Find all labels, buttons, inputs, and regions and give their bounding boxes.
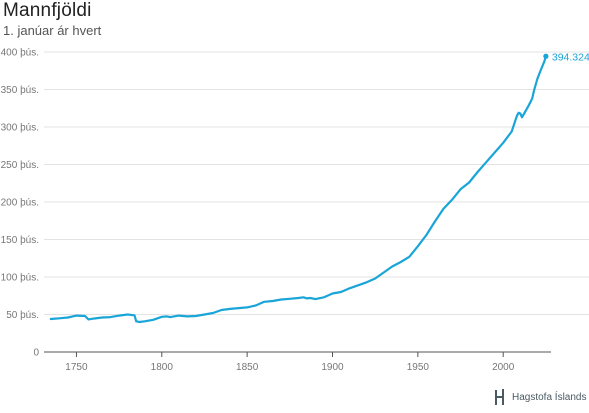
y-tick-label: 300 þús. xyxy=(1,123,39,134)
x-tick-label: 2000 xyxy=(492,362,515,373)
y-tick-label: 200 þús. xyxy=(1,198,39,209)
logo-text: Hagstofa Íslands xyxy=(512,391,587,403)
y-tick-label: 400 þús. xyxy=(1,48,39,59)
hagstofa-logo-icon xyxy=(495,389,504,405)
y-tick-label: 50 þús. xyxy=(6,310,39,321)
x-tick-label: 1800 xyxy=(151,362,174,373)
hagstofa-logo: Hagstofa Íslands xyxy=(493,388,587,406)
x-tick-label: 1900 xyxy=(321,362,344,373)
y-tick-label: 100 þús. xyxy=(1,273,39,284)
y-tick-label: 0 xyxy=(33,348,39,359)
y-tick-label: 150 þús. xyxy=(1,235,39,246)
chart-subtitle: 1. janúar ár hvert xyxy=(3,23,102,38)
y-tick-label: 250 þús. xyxy=(1,160,39,171)
end-point-marker xyxy=(543,53,549,59)
population-series-line xyxy=(49,55,547,324)
y-tick-label: 350 þús. xyxy=(1,85,39,96)
chart-title: Mannfjöldi xyxy=(3,0,92,21)
x-tick-label: 1950 xyxy=(407,362,430,373)
x-tick-label: 1850 xyxy=(236,362,259,373)
end-value-label: 394.324 xyxy=(552,51,589,63)
x-tick-label: 1750 xyxy=(65,362,88,373)
